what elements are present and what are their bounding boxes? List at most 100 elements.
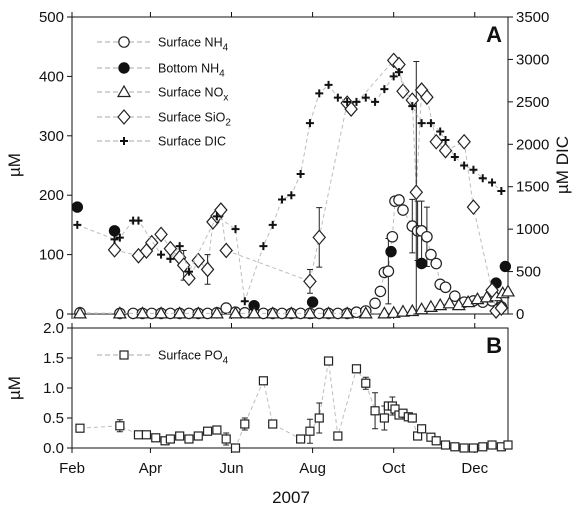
y2-tick-label: 1000 — [516, 221, 549, 238]
legend-marker — [118, 62, 130, 74]
data-point — [166, 254, 175, 263]
data-point — [417, 119, 426, 128]
data-point — [133, 430, 144, 440]
data-point — [305, 119, 314, 128]
data-point — [374, 285, 387, 298]
data-point — [450, 442, 460, 452]
data-point — [333, 431, 343, 441]
y-tick-label: 0.0 — [43, 440, 64, 457]
legend: Surface PO4 — [97, 349, 229, 367]
y-tick-label: 2.0 — [43, 320, 64, 337]
data-point — [191, 306, 206, 319]
data-point — [221, 434, 231, 444]
y2-tick-label: 2500 — [516, 94, 549, 111]
data-point — [247, 306, 262, 319]
plot-frame — [71, 327, 509, 449]
data-point — [503, 440, 513, 450]
data-point — [385, 245, 397, 258]
data-point — [314, 413, 324, 423]
data-point — [230, 443, 241, 453]
y-tick-label: 1.0 — [43, 380, 64, 397]
data-point — [393, 194, 405, 206]
x-tick-label: Oct — [382, 460, 406, 477]
data-point — [361, 378, 371, 388]
y2-tick-label: 0 — [516, 306, 524, 323]
data-point — [459, 443, 469, 453]
data-point — [370, 406, 380, 416]
x-tick-label: Feb — [59, 460, 85, 477]
data-point — [175, 431, 185, 441]
data-point — [154, 306, 169, 319]
data-point — [172, 306, 187, 319]
data-point — [429, 133, 444, 150]
data-point — [340, 306, 355, 319]
data-point — [430, 257, 443, 270]
data-point — [323, 356, 334, 366]
data-point — [193, 431, 203, 441]
data-point — [296, 169, 305, 178]
data-point — [470, 291, 485, 305]
data-point — [333, 93, 342, 102]
data-point — [303, 273, 317, 290]
data-point — [284, 306, 299, 319]
axes: 0 100 200 300 400 500 0 500 1000 1500 2000 2500 3000… — [39, 9, 549, 323]
data-point — [165, 434, 175, 444]
data-point — [436, 127, 445, 136]
data-point — [352, 97, 361, 106]
data-point — [466, 199, 481, 216]
data-point — [497, 186, 506, 195]
data-point — [240, 419, 250, 429]
data-point — [135, 306, 150, 319]
y2-tick-label: 500 — [516, 264, 541, 281]
data-point — [258, 376, 269, 386]
data-point — [407, 413, 417, 423]
data-point — [415, 257, 428, 270]
data-point — [107, 241, 122, 258]
data-point — [115, 233, 124, 242]
data-point — [112, 306, 127, 319]
legend-label: Surface NOx — [158, 86, 228, 104]
series — [71, 201, 512, 312]
x-tick-label: Jun — [219, 460, 243, 477]
data-point — [312, 229, 327, 246]
legend-label: Surface DIC — [158, 135, 226, 149]
data-point — [182, 270, 196, 287]
data-point — [379, 413, 389, 423]
x-tick-label: Aug — [299, 460, 326, 477]
y-tick-label: 0 — [56, 306, 64, 323]
data-point — [306, 296, 319, 308]
y2-tick-label: 2000 — [516, 136, 549, 153]
data-point — [202, 426, 213, 436]
data-point — [296, 434, 306, 444]
data-point — [240, 297, 249, 306]
legend-label: Surface PO4 — [158, 349, 229, 367]
data-point — [478, 174, 487, 183]
data-point — [115, 421, 125, 431]
data-point — [228, 306, 243, 319]
data-point — [377, 306, 392, 319]
series — [75, 356, 513, 453]
data-point — [420, 89, 434, 106]
data-point — [302, 306, 317, 319]
data-point — [397, 204, 409, 216]
series — [73, 68, 506, 306]
data-point — [395, 304, 411, 317]
legend-label: Surface SiO2 — [158, 111, 231, 129]
data-point — [485, 282, 499, 299]
data-point — [361, 93, 370, 102]
data-point — [200, 261, 215, 278]
data-point — [450, 153, 459, 162]
x-axis-title: 2007 — [272, 488, 310, 507]
data-point — [351, 364, 362, 374]
x-tick-labels: Feb Apr Jun Aug Oct Dec — [59, 460, 489, 477]
legend-label: Bottom NH4 — [158, 62, 225, 80]
data-point — [212, 212, 221, 221]
data-point — [431, 436, 441, 446]
data-point — [163, 240, 178, 257]
data-point — [219, 242, 233, 259]
data-point — [380, 85, 389, 94]
data-point — [488, 178, 497, 187]
data-point — [441, 136, 450, 145]
data-point — [71, 201, 84, 213]
data-point — [382, 265, 395, 278]
